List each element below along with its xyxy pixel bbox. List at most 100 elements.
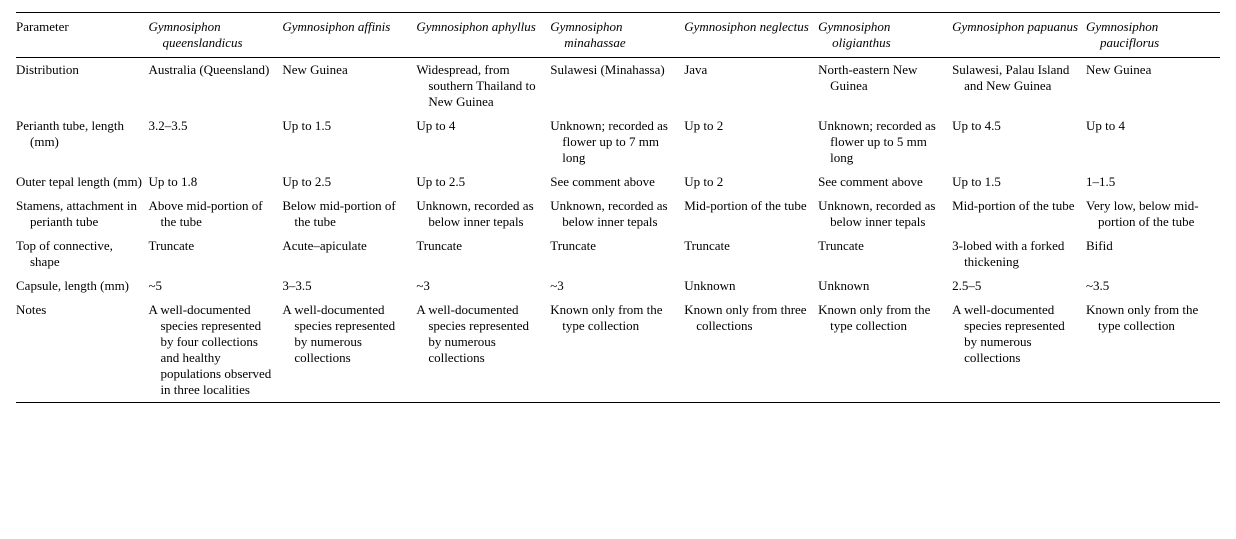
header-species: Gymnosiphon neglectus bbox=[684, 13, 818, 58]
row-parameter: Stamens, attachment in perianth tube bbox=[16, 194, 148, 234]
row-parameter: Perianth tube, length (mm) bbox=[16, 114, 148, 170]
table-cell-value: Truncate bbox=[550, 238, 678, 254]
table-cell: Unknown; recorded as flower up to 5 mm l… bbox=[818, 114, 952, 170]
table-cell: North-eastern New Guinea bbox=[818, 58, 952, 115]
table-cell-value: Up to 2.5 bbox=[416, 174, 544, 190]
table-cell: Truncate bbox=[416, 234, 550, 274]
table-row: DistributionAustralia (Queensland)New Gu… bbox=[16, 58, 1220, 115]
header-species: Gymnosiphon aphyllus bbox=[416, 13, 550, 58]
table-cell-value: A well-documented species represented by… bbox=[416, 302, 544, 366]
table-cell: Up to 2 bbox=[684, 114, 818, 170]
table-cell: Known only from the type collection bbox=[550, 298, 684, 403]
table-cell-value: Up to 1.5 bbox=[952, 174, 1080, 190]
table-cell-value: ~3.5 bbox=[1086, 278, 1214, 294]
table-cell: Known only from the type collection bbox=[1086, 298, 1220, 403]
row-parameter-label: Perianth tube, length (mm) bbox=[16, 118, 142, 150]
table-cell-value: Known only from three collections bbox=[684, 302, 812, 334]
row-parameter-label: Distribution bbox=[16, 62, 142, 78]
table-cell: Sulawesi, Palau Island and New Guinea bbox=[952, 58, 1086, 115]
table-cell-value: Up to 2 bbox=[684, 174, 812, 190]
table-cell-value: A well-documented species represented by… bbox=[282, 302, 410, 366]
table-cell: Australia (Queensland) bbox=[148, 58, 282, 115]
table-cell: 3.2–3.5 bbox=[148, 114, 282, 170]
header-species: Gymnosiphon minahassae bbox=[550, 13, 684, 58]
table-cell: ~3.5 bbox=[1086, 274, 1220, 298]
header-species: Gymnosiphon queenslandicus bbox=[148, 13, 282, 58]
table-cell: Unknown bbox=[684, 274, 818, 298]
table-cell-value: A well-documented species represented by… bbox=[952, 302, 1080, 366]
table-cell-value: New Guinea bbox=[282, 62, 410, 78]
table-cell-value: Widespread, from southern Thailand to Ne… bbox=[416, 62, 544, 110]
table-cell: Up to 2.5 bbox=[282, 170, 416, 194]
table-cell-value: 1–1.5 bbox=[1086, 174, 1214, 190]
species-genus: Gymnosiphon bbox=[818, 19, 890, 34]
table-cell: Java bbox=[684, 58, 818, 115]
table-header-row: Parameter Gymnosiphon queenslandicusGymn… bbox=[16, 13, 1220, 58]
row-parameter-label: Top of connective, shape bbox=[16, 238, 142, 270]
row-parameter-label: Capsule, length (mm) bbox=[16, 278, 142, 294]
table-cell-value: Up to 1.8 bbox=[148, 174, 276, 190]
row-parameter-label: Outer tepal length (mm) bbox=[16, 174, 142, 190]
table-cell: Unknown, recorded as below inner tepals bbox=[550, 194, 684, 234]
table-cell: Mid-portion of the tube bbox=[684, 194, 818, 234]
table-cell-value: Up to 2 bbox=[684, 118, 812, 134]
species-genus: Gymnosiphon bbox=[952, 19, 1024, 34]
species-epithet: minahassae bbox=[564, 35, 625, 50]
table-cell: Truncate bbox=[550, 234, 684, 274]
header-parameter: Parameter bbox=[16, 13, 148, 58]
table-row: Perianth tube, length (mm) 3.2–3.5 Up to 1… bbox=[16, 114, 1220, 170]
table-cell: Widespread, from southern Thailand to Ne… bbox=[416, 58, 550, 115]
table-row: Stamens, attachment in perianth tubeAbov… bbox=[16, 194, 1220, 234]
table-cell-value: 3.2–3.5 bbox=[148, 118, 276, 134]
species-genus: Gymnosiphon bbox=[148, 19, 220, 34]
table-cell-value: Up to 4.5 bbox=[952, 118, 1080, 134]
table-cell: A well-documented species represented by… bbox=[282, 298, 416, 403]
table-cell-value: Known only from the type collection bbox=[550, 302, 678, 334]
table-cell: Unknown; recorded as flower up to 7 mm l… bbox=[550, 114, 684, 170]
row-parameter: Notes bbox=[16, 298, 148, 403]
table-cell: 3-lobed with a forked thickening bbox=[952, 234, 1086, 274]
table-cell-value: Java bbox=[684, 62, 812, 78]
table-cell: 1–1.5 bbox=[1086, 170, 1220, 194]
table-cell: Bifid bbox=[1086, 234, 1220, 274]
table-cell-value: Below mid-portion of the tube bbox=[282, 198, 410, 230]
header-species: Gymnosiphon affinis bbox=[282, 13, 416, 58]
table-cell: ~3 bbox=[550, 274, 684, 298]
table-cell-value: A well-documented species represented by… bbox=[148, 302, 276, 398]
table-cell: Up to 1.5 bbox=[952, 170, 1086, 194]
species-epithet: aphyllus bbox=[492, 19, 536, 34]
table-cell-value: Truncate bbox=[818, 238, 946, 254]
table-cell-value: Known only from the type collection bbox=[1086, 302, 1214, 334]
table-cell-value: 2.5–5 bbox=[952, 278, 1080, 294]
table-cell-value: Known only from the type collection bbox=[818, 302, 946, 334]
table-cell: Unknown bbox=[818, 274, 952, 298]
table-cell-value: ~3 bbox=[416, 278, 544, 294]
row-parameter-label: Notes bbox=[16, 302, 142, 318]
table-cell: Above mid-portion of the tube bbox=[148, 194, 282, 234]
table-cell-value: Unknown bbox=[684, 278, 812, 294]
species-epithet: queenslandicus bbox=[162, 35, 242, 50]
table-cell-value: 3-lobed with a forked thickening bbox=[952, 238, 1080, 270]
table-cell: Truncate bbox=[818, 234, 952, 274]
table-cell-value: Bifid bbox=[1086, 238, 1214, 254]
table-cell-value: Up to 1.5 bbox=[282, 118, 410, 134]
species-epithet: pauciflorus bbox=[1100, 35, 1159, 50]
table-cell-value: Truncate bbox=[148, 238, 276, 254]
species-epithet: neglectus bbox=[760, 19, 809, 34]
table-cell-value: Unknown; recorded as flower up to 5 mm l… bbox=[818, 118, 946, 166]
species-genus: Gymnosiphon bbox=[550, 19, 622, 34]
table-cell-value: Truncate bbox=[684, 238, 812, 254]
comparison-table: Parameter Gymnosiphon queenslandicusGymn… bbox=[16, 12, 1220, 403]
header-species: Gymnosiphon pauciflorus bbox=[1086, 13, 1220, 58]
table-cell-value: ~5 bbox=[148, 278, 276, 294]
table-cell: A well-documented species represented by… bbox=[148, 298, 282, 403]
table-cell: New Guinea bbox=[1086, 58, 1220, 115]
table-cell-value: Acute–apiculate bbox=[282, 238, 410, 254]
table-cell: A well-documented species represented by… bbox=[416, 298, 550, 403]
table-row: Top of connective, shape Truncate Acute–ap… bbox=[16, 234, 1220, 274]
table-cell-value: 3–3.5 bbox=[282, 278, 410, 294]
table-row: Capsule, length (mm)~53–3.5~3~3UnknownUn… bbox=[16, 274, 1220, 298]
table-cell-value: Above mid-portion of the tube bbox=[148, 198, 276, 230]
species-epithet: oligianthus bbox=[832, 35, 891, 50]
table-cell: Up to 1.5 bbox=[282, 114, 416, 170]
